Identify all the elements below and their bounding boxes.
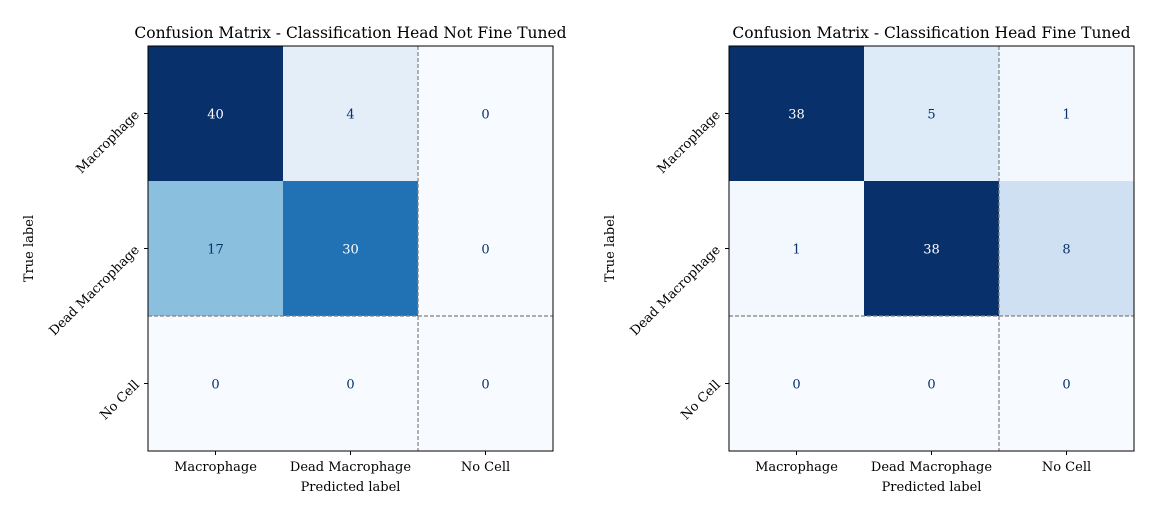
cell-value-label: 0 — [481, 378, 489, 393]
x-axis-label: Predicted label — [882, 480, 982, 495]
matrix-cell — [148, 181, 283, 316]
x-axis-label: Predicted label — [301, 480, 401, 495]
cell-value-label: 40 — [207, 108, 224, 123]
matrix-cell — [148, 316, 283, 451]
y-tick-label: Macrophage — [74, 108, 143, 177]
y-tick-label: No Cell — [97, 378, 142, 423]
cell-value-label: 0 — [927, 378, 935, 393]
matrix-cell — [283, 316, 418, 451]
matrix-cell — [864, 316, 999, 451]
x-tick-label: Macrophage — [755, 460, 838, 475]
cell-value-label: 0 — [792, 378, 800, 393]
cell-value-label: 1 — [792, 243, 800, 258]
x-tick-label: No Cell — [461, 460, 510, 475]
y-axis-label: True label — [603, 215, 618, 282]
cell-value-label: 30 — [342, 243, 359, 258]
y-tick-label: Dead Macrophage — [47, 243, 143, 339]
matrix-cell — [999, 181, 1134, 316]
matrix-cell — [729, 316, 864, 451]
chart-title: Confusion Matrix - Classification Head N… — [134, 24, 566, 42]
cell-value-label: 0 — [346, 378, 354, 393]
y-tick-label: No Cell — [678, 378, 723, 423]
matrix-cell — [418, 181, 553, 316]
cell-value-label: 0 — [1062, 378, 1070, 393]
matrix-cell — [864, 46, 999, 181]
cell-value-label: 0 — [211, 378, 219, 393]
matrix-cell — [283, 46, 418, 181]
x-tick-label: No Cell — [1042, 460, 1091, 475]
matrix-cell — [418, 46, 553, 181]
x-tick-label: Macrophage — [174, 460, 257, 475]
cell-value-label: 8 — [1062, 243, 1070, 258]
cell-value-label: 5 — [927, 108, 935, 123]
confusion-matrix-panel-2: 38 5 1 1 38 8 0 0 0 Macrophage Dead Macrophage No C… — [603, 24, 1135, 495]
cell-value-label: 38 — [788, 108, 805, 123]
cell-value-label: 4 — [346, 108, 354, 123]
x-tick-label: Dead Macrophage — [871, 460, 992, 475]
matrix-cell — [148, 46, 283, 181]
matrix-cell — [729, 181, 864, 316]
matrix-cell — [864, 181, 999, 316]
matrix-cell — [999, 46, 1134, 181]
y-tick-label: Dead Macrophage — [628, 243, 724, 339]
cell-value-label: 1 — [1062, 108, 1070, 123]
cell-value-label: 17 — [207, 243, 224, 258]
chart-title: Confusion Matrix - Classification Head F… — [732, 24, 1130, 42]
y-tick-label: Macrophage — [655, 108, 724, 177]
cell-value-label: 38 — [923, 243, 940, 258]
x-tick-label: Dead Macrophage — [290, 460, 411, 475]
matrix-cell — [729, 46, 864, 181]
matrix-cell — [999, 316, 1134, 451]
cell-value-label: 0 — [481, 108, 489, 123]
matrix-cell — [418, 316, 553, 451]
cell-value-label: 0 — [481, 243, 489, 258]
y-axis-label: True label — [22, 215, 37, 282]
matrix-cell — [283, 181, 418, 316]
